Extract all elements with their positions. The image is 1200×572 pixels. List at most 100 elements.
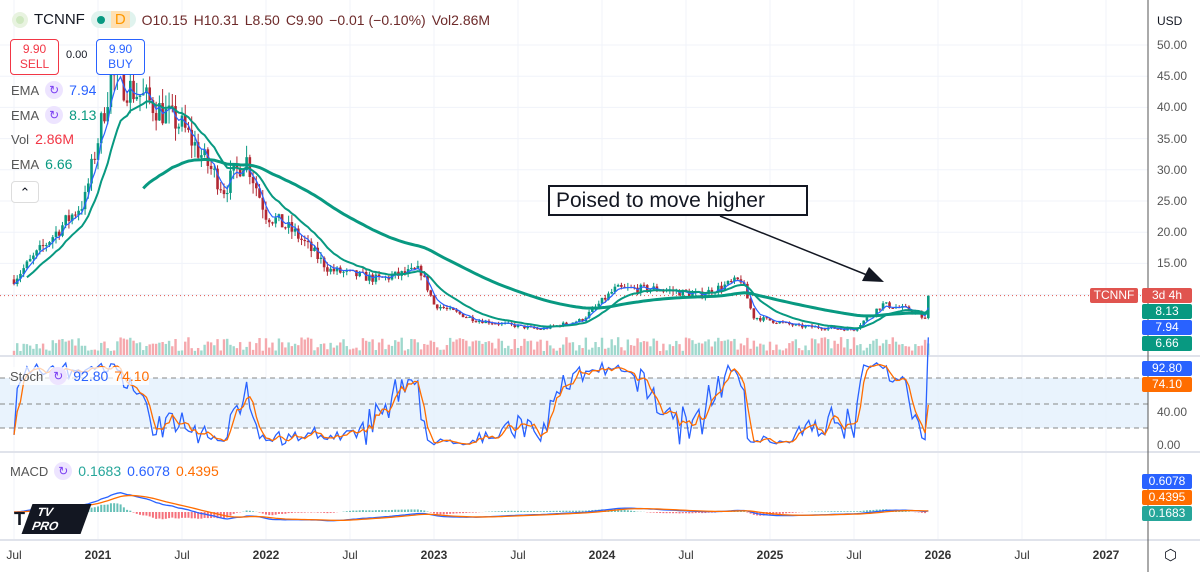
volume-bar <box>733 338 736 355</box>
legend-label: EMA <box>11 107 40 123</box>
volume-bar <box>549 345 552 355</box>
volume-bar <box>542 350 546 355</box>
volume-bar <box>381 338 384 355</box>
volume-bar <box>374 350 378 355</box>
volume-bar <box>490 342 494 355</box>
volume-bar <box>914 344 917 355</box>
volume-bar <box>700 343 704 355</box>
candle-body <box>154 113 158 121</box>
volume-bar <box>681 350 684 355</box>
volume-bar <box>817 343 820 355</box>
currency-label[interactable]: USD <box>1157 14 1183 28</box>
volume-bar <box>723 340 726 355</box>
volume-bar <box>119 337 122 355</box>
symbol-name[interactable]: TCNNF <box>34 11 85 28</box>
macd-hist-tag: 0.1683 <box>1142 506 1192 521</box>
candle-body <box>80 209 84 211</box>
volume-bar <box>125 339 129 355</box>
candle-body <box>103 113 106 122</box>
candle-body <box>22 268 25 274</box>
candle-body <box>804 325 807 328</box>
candle-body <box>238 167 242 177</box>
buy-button[interactable]: 9.90 BUY <box>96 39 145 75</box>
candle-body <box>429 290 433 296</box>
legend-ema-1[interactable]: EMA ↻ 7.94 <box>11 81 96 99</box>
volume-bar <box>112 350 116 355</box>
candle-body <box>681 289 685 296</box>
annotation-callout[interactable]: Poised to move higher <box>548 185 808 216</box>
volume-bar <box>910 350 914 355</box>
candle-body <box>35 250 38 256</box>
sell-button[interactable]: 9.90 SELL <box>10 39 59 75</box>
candle-body <box>300 238 303 240</box>
volume-bar <box>814 339 817 355</box>
candle-body <box>455 309 458 312</box>
interval-badge[interactable]: D <box>110 11 130 28</box>
volume-bar <box>652 338 655 355</box>
candle-body <box>477 320 481 323</box>
volume-bar <box>730 341 733 355</box>
candle-body <box>859 324 862 329</box>
volume-bar <box>151 343 155 355</box>
volume-bar <box>865 347 869 355</box>
candle-body <box>99 113 103 144</box>
volume-bar <box>184 341 187 355</box>
candle-body <box>765 317 769 319</box>
volume-bar <box>616 337 620 355</box>
candle-body <box>888 302 891 308</box>
volume-bar <box>920 345 924 355</box>
time-tick: 2024 <box>588 548 616 562</box>
candle-body <box>435 304 439 309</box>
candle-body <box>248 157 252 177</box>
legend-macd[interactable]: MACD ↻ 0.1683 0.6078 0.4395 <box>10 462 219 480</box>
volume-bar <box>35 344 38 355</box>
volume-bar <box>545 340 549 355</box>
candle-body <box>413 267 416 270</box>
candle-body <box>206 149 210 166</box>
candle-body <box>129 80 132 103</box>
volume-bar <box>768 341 772 355</box>
volume-bar <box>352 348 355 355</box>
refresh-icon[interactable]: ↻ <box>45 81 64 99</box>
volume-bar <box>67 340 71 355</box>
refresh-icon[interactable]: ↻ <box>45 106 64 124</box>
volume-bar <box>196 347 200 355</box>
refresh-icon[interactable]: ↻ <box>49 367 68 385</box>
volume-bar <box>532 349 536 355</box>
volume-bar <box>177 350 180 355</box>
ema-slow-line <box>26 100 929 330</box>
settings-icon[interactable]: ⬡ <box>1164 547 1178 564</box>
candle-body <box>319 257 323 259</box>
candle-body <box>729 280 733 282</box>
legend-ema-2[interactable]: EMA ↻ 8.13 <box>11 106 96 124</box>
volume-bar <box>439 349 442 355</box>
candle-body <box>432 295 436 305</box>
volume-bar <box>419 349 423 355</box>
legend-ema-3[interactable]: EMA 6.66 <box>11 156 72 172</box>
volume-bar <box>623 350 626 355</box>
volume-bar <box>720 341 723 355</box>
candle-body <box>209 165 213 170</box>
candle-body <box>927 295 930 319</box>
volume-bar <box>70 339 74 355</box>
market-status[interactable]: D <box>90 11 136 28</box>
candle-body <box>364 272 368 281</box>
volume-bar <box>255 343 258 355</box>
volume-bar <box>87 350 90 355</box>
candle-body <box>565 322 568 325</box>
candle-body <box>135 96 139 100</box>
legend-stoch[interactable]: Stoch ↻ 92.80 74.10 <box>10 367 150 385</box>
volume-bar <box>613 345 617 355</box>
volume-bar <box>591 347 594 355</box>
stoch-tick: 40.00 <box>1157 405 1188 419</box>
candle-body <box>423 275 426 277</box>
volume-bar <box>148 344 151 355</box>
legend-volume[interactable]: Vol 2.86M <box>11 131 74 147</box>
volume-bar <box>872 340 875 355</box>
refresh-icon[interactable]: ↻ <box>54 462 73 480</box>
collapse-legend-button[interactable]: ⌃ <box>11 181 39 203</box>
volume-bar <box>310 338 313 355</box>
volume-bar <box>649 346 652 355</box>
candle-body <box>38 245 42 251</box>
